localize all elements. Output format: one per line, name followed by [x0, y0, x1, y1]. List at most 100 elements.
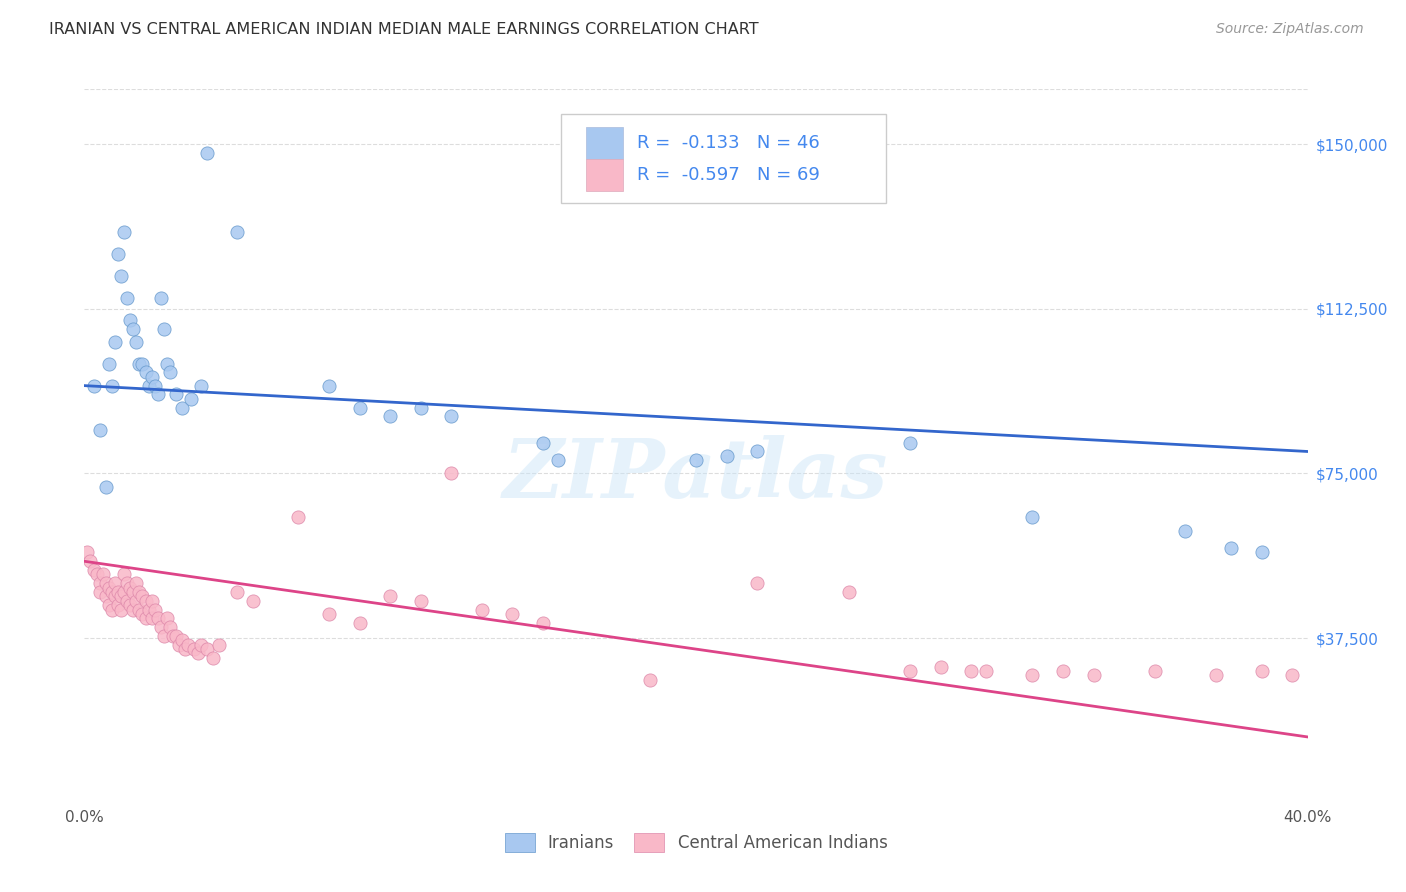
Point — [89, 576, 111, 591]
Point — [107, 598, 129, 612]
Point — [138, 378, 160, 392]
Point — [976, 664, 998, 678]
Point — [898, 435, 921, 450]
Point — [287, 510, 309, 524]
Point — [195, 145, 218, 160]
Point — [110, 268, 132, 283]
Point — [110, 590, 132, 604]
Point — [380, 590, 402, 604]
Point — [685, 453, 707, 467]
Point — [1021, 510, 1043, 524]
Point — [115, 594, 138, 608]
Point — [149, 620, 172, 634]
Point — [1021, 668, 1043, 682]
Point — [1250, 545, 1272, 559]
Point — [349, 401, 371, 415]
Point — [838, 585, 860, 599]
Point — [122, 585, 145, 599]
Point — [146, 611, 169, 625]
Point — [97, 581, 120, 595]
FancyBboxPatch shape — [561, 114, 886, 203]
Point — [747, 576, 769, 591]
Point — [318, 378, 340, 392]
Point — [318, 607, 340, 621]
Point — [440, 409, 463, 424]
FancyBboxPatch shape — [586, 159, 623, 191]
Point — [143, 378, 166, 392]
Point — [409, 594, 432, 608]
Point — [162, 629, 184, 643]
Point — [89, 585, 111, 599]
Point — [149, 291, 172, 305]
Point — [120, 581, 142, 595]
Point — [1174, 524, 1197, 538]
Point — [1220, 541, 1243, 555]
Point — [716, 449, 738, 463]
Text: R =  -0.597   N = 69: R = -0.597 N = 69 — [637, 166, 820, 184]
Point — [97, 598, 120, 612]
Point — [101, 378, 124, 392]
Point — [141, 594, 163, 608]
Point — [208, 638, 231, 652]
Point — [165, 387, 187, 401]
Point — [120, 598, 142, 612]
Point — [120, 312, 142, 326]
Point — [177, 638, 200, 652]
Point — [131, 590, 153, 604]
Point — [183, 642, 205, 657]
Point — [112, 567, 135, 582]
Point — [165, 629, 187, 643]
Point — [172, 401, 194, 415]
Point — [186, 647, 208, 661]
Point — [440, 467, 463, 481]
Point — [76, 545, 98, 559]
Point — [190, 638, 212, 652]
Point — [110, 602, 132, 616]
Point — [226, 225, 249, 239]
Point — [167, 638, 190, 652]
Point — [128, 585, 150, 599]
Point — [156, 611, 179, 625]
Point — [135, 611, 157, 625]
Point — [79, 554, 101, 568]
Point — [146, 387, 169, 401]
Point — [190, 378, 212, 392]
Point — [502, 607, 524, 621]
Point — [195, 642, 218, 657]
Point — [86, 567, 108, 582]
Point — [125, 594, 148, 608]
Text: ZIPatlas: ZIPatlas — [503, 434, 889, 515]
Point — [122, 602, 145, 616]
Point — [143, 602, 166, 616]
Point — [89, 423, 111, 437]
Point — [104, 334, 127, 349]
Point — [380, 409, 402, 424]
Point — [531, 615, 554, 630]
Point — [104, 576, 127, 591]
Point — [135, 366, 157, 380]
Point — [94, 576, 117, 591]
Point — [83, 563, 105, 577]
Point — [747, 444, 769, 458]
Point — [156, 357, 179, 371]
Point — [153, 629, 176, 643]
Point — [115, 291, 138, 305]
Point — [898, 664, 921, 678]
Point — [409, 401, 432, 415]
Point — [138, 602, 160, 616]
Text: IRANIAN VS CENTRAL AMERICAN INDIAN MEDIAN MALE EARNINGS CORRELATION CHART: IRANIAN VS CENTRAL AMERICAN INDIAN MEDIA… — [49, 22, 759, 37]
Point — [94, 590, 117, 604]
Point — [128, 357, 150, 371]
Point — [131, 607, 153, 621]
Point — [122, 321, 145, 335]
Point — [1281, 668, 1303, 682]
Point — [1083, 668, 1105, 682]
FancyBboxPatch shape — [586, 127, 623, 159]
Point — [83, 378, 105, 392]
Point — [101, 585, 124, 599]
Point — [929, 659, 952, 673]
Point — [174, 642, 197, 657]
Point — [128, 602, 150, 616]
Point — [91, 567, 114, 582]
Point — [547, 453, 569, 467]
